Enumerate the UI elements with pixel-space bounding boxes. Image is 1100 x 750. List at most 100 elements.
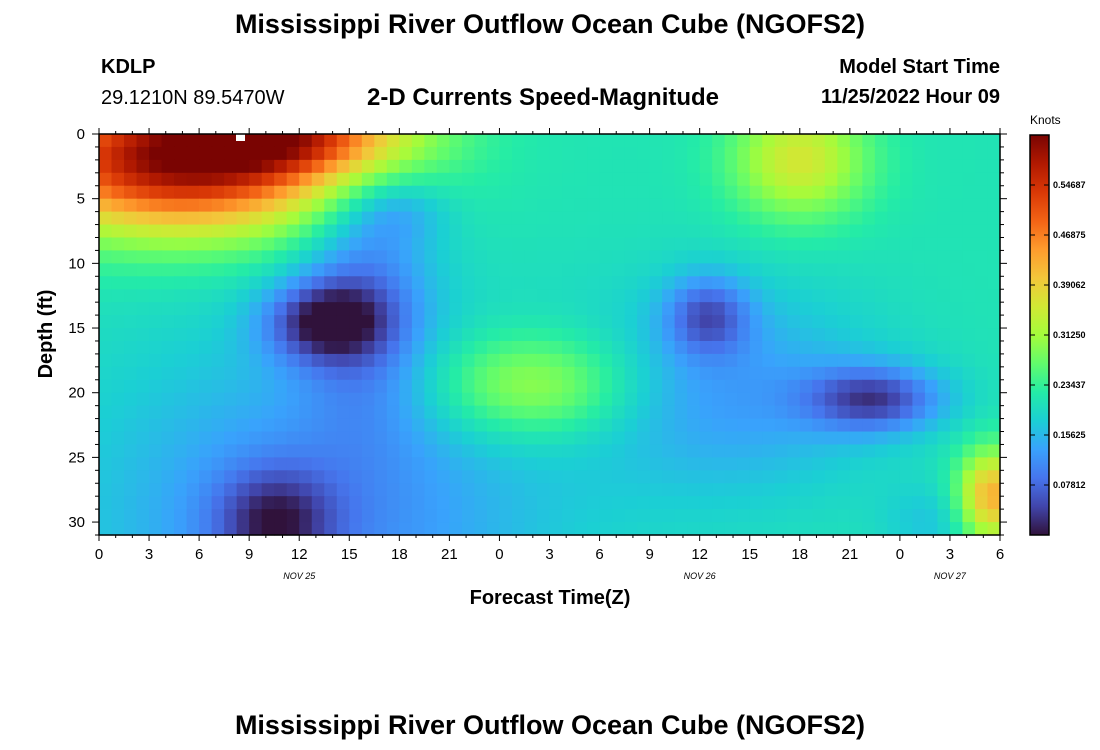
heatmap-cell xyxy=(837,289,851,303)
heatmap-cell xyxy=(374,276,388,290)
heatmap-cell xyxy=(849,289,863,303)
heatmap-cell xyxy=(787,405,801,420)
heatmap-cell xyxy=(499,496,513,510)
heatmap-cell xyxy=(474,250,488,264)
heatmap-cell xyxy=(461,366,476,381)
heatmap-cell xyxy=(924,405,939,420)
heatmap-cell xyxy=(812,134,826,148)
heatmap-cell xyxy=(799,185,813,200)
heatmap-cell xyxy=(874,418,888,433)
heatmap-cell xyxy=(361,431,375,446)
heatmap-cell xyxy=(99,509,113,523)
heatmap-cell xyxy=(124,224,138,239)
heatmap-cell xyxy=(136,418,150,433)
heatmap-cell xyxy=(687,418,701,433)
heatmap-cell xyxy=(461,418,476,433)
heatmap-cell xyxy=(386,276,400,290)
heatmap-cell xyxy=(674,328,688,342)
heatmap-cell xyxy=(424,315,438,329)
heatmap-cell xyxy=(649,392,663,407)
heatmap-cell xyxy=(612,302,626,316)
heatmap-cell xyxy=(486,457,501,471)
heatmap-cell xyxy=(799,444,813,458)
heatmap-cell xyxy=(336,185,350,200)
heatmap-cell xyxy=(949,444,964,458)
heatmap-cell xyxy=(261,366,275,381)
heatmap-cell xyxy=(424,431,438,446)
heatmap-cell xyxy=(549,366,563,381)
heatmap-cell xyxy=(99,159,113,174)
heatmap-cell xyxy=(136,263,150,277)
heatmap-cell xyxy=(424,159,438,174)
heatmap-cell xyxy=(349,522,363,536)
heatmap-cell xyxy=(849,340,863,355)
x-tick-label: 0 xyxy=(896,546,904,563)
heatmap-cell xyxy=(912,172,926,187)
heatmap-cell xyxy=(299,509,313,523)
heatmap-cell xyxy=(937,276,951,290)
heatmap-cell xyxy=(974,146,989,161)
heatmap-cell xyxy=(712,353,726,368)
heatmap-cell xyxy=(987,159,1001,174)
heatmap-cell xyxy=(186,444,200,458)
heatmap-cell xyxy=(762,366,776,381)
heatmap-cell xyxy=(249,185,263,200)
heatmap-cell xyxy=(899,392,913,407)
heatmap-cell xyxy=(849,470,863,484)
heatmap-cell xyxy=(161,263,175,277)
heatmap-cell xyxy=(261,172,275,187)
heatmap-cell xyxy=(336,315,350,329)
heatmap-cell xyxy=(499,444,513,458)
heatmap-cell xyxy=(824,431,838,446)
heatmap-cell xyxy=(987,470,1001,484)
heatmap-cell xyxy=(236,522,250,536)
heatmap-cell xyxy=(411,276,425,290)
heatmap-cell xyxy=(712,483,726,497)
heatmap-cell xyxy=(799,198,813,213)
heatmap-cell xyxy=(299,366,313,381)
heatmap-cell xyxy=(299,134,313,148)
heatmap-cell xyxy=(649,224,663,239)
heatmap-cell xyxy=(136,146,150,161)
heatmap-cell xyxy=(662,522,676,536)
heatmap-cell xyxy=(424,379,438,394)
heatmap-cell xyxy=(186,340,200,355)
heatmap-cell xyxy=(436,315,450,329)
heatmap-cell xyxy=(737,457,751,471)
heatmap-cell xyxy=(912,496,926,510)
heatmap-cell xyxy=(874,134,888,148)
heatmap-cell xyxy=(424,185,438,200)
heatmap-cell xyxy=(787,340,801,355)
heatmap-cell xyxy=(461,276,476,290)
heatmap-cell xyxy=(99,263,113,277)
heatmap-cell xyxy=(862,328,876,342)
heatmap-cell xyxy=(562,483,576,497)
heatmap-cell xyxy=(399,483,413,497)
heatmap-cell xyxy=(461,340,476,355)
heatmap-cell xyxy=(386,522,400,536)
heatmap-cell xyxy=(887,276,901,290)
heatmap-cell xyxy=(587,328,601,342)
heatmap-cell xyxy=(787,418,801,433)
heatmap-cell xyxy=(499,198,513,213)
heatmap-cell xyxy=(887,146,901,161)
heatmap-cell xyxy=(124,405,138,420)
heatmap-cell xyxy=(674,289,688,303)
heatmap-cell xyxy=(224,457,238,471)
heatmap-cell xyxy=(899,172,913,187)
heatmap-cell xyxy=(662,405,676,420)
heatmap-cell xyxy=(536,444,551,458)
heatmap-cell xyxy=(186,185,200,200)
heatmap-cell xyxy=(299,392,313,407)
heatmap-cell xyxy=(949,379,964,394)
heatmap-cell xyxy=(324,340,338,355)
heatmap-cell xyxy=(499,405,513,420)
heatmap-cell xyxy=(624,134,638,148)
y-tick-label: 10 xyxy=(68,255,85,272)
heatmap-cell xyxy=(837,159,851,174)
heatmap-cell xyxy=(899,340,913,355)
heatmap-cell xyxy=(174,457,188,471)
heatmap-cell xyxy=(199,496,213,510)
heatmap-cell xyxy=(399,470,413,484)
heatmap-cell xyxy=(899,405,913,420)
